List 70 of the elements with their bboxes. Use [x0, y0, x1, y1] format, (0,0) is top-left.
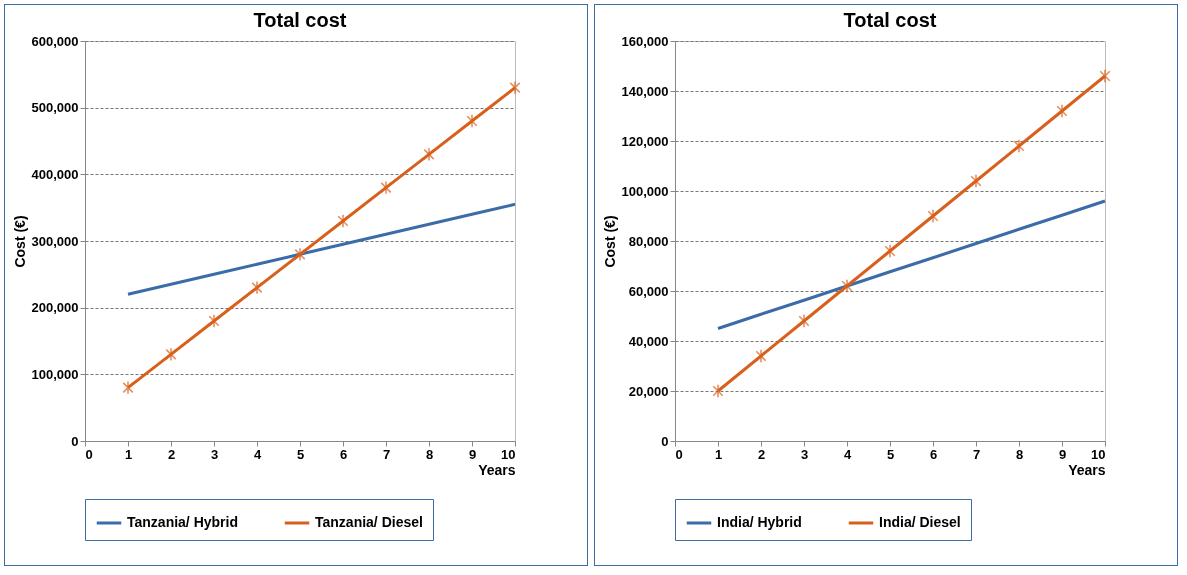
line-series	[126, 202, 517, 296]
x-tick-label: 0	[675, 446, 683, 462]
point	[927, 209, 939, 223]
x-axis-title: Years	[478, 461, 516, 478]
point	[798, 314, 810, 328]
chart-title: Total cost	[253, 9, 347, 31]
point	[423, 147, 435, 162]
y-tick-label: 140,000	[621, 83, 669, 99]
y-tick-label: 400,000	[31, 166, 79, 182]
x-tick-label: 8	[425, 446, 434, 462]
y-tick-label: 160,000	[621, 33, 669, 49]
y-axis-title: Cost (€)	[601, 215, 618, 268]
x-tick-label: 5	[886, 446, 895, 462]
x-tick-label: 7	[382, 446, 391, 462]
y-tick-label: 40,000	[628, 333, 669, 349]
y-tick-label: 300,000	[31, 233, 79, 249]
point	[380, 180, 392, 195]
y-tick-label: 20,000	[628, 383, 669, 399]
x-tick-label: 1	[124, 446, 133, 462]
y-tick-label: 100,000	[621, 183, 669, 199]
point	[122, 380, 134, 395]
point	[509, 80, 521, 95]
line-series	[716, 199, 1107, 330]
legend-label: Tanzania/ Hybrid	[127, 514, 238, 530]
point	[1099, 69, 1111, 83]
x-tick-label: 10	[1091, 446, 1106, 462]
point	[294, 247, 306, 262]
point	[337, 214, 349, 228]
legend-label: India/ Hybrid	[717, 514, 802, 530]
x-tick-label: 6	[929, 446, 938, 462]
point	[841, 279, 853, 293]
x-tick-label: 1	[714, 446, 723, 462]
x-tick-label: 2	[757, 446, 766, 462]
point	[466, 114, 478, 128]
y-axis-title: Cost (€)	[11, 215, 28, 268]
point	[884, 244, 896, 258]
y-tick-label: 60,000	[628, 283, 669, 299]
x-axis-title: Years	[1068, 461, 1106, 478]
x-tick-label: 5	[296, 446, 305, 462]
x-tick-label: 2	[167, 446, 176, 462]
chart-title: Total cost	[843, 9, 937, 31]
x-tick-label: 3	[210, 446, 219, 462]
x-tick-label: 8	[1015, 446, 1024, 462]
x-tick-label: 3	[800, 446, 809, 462]
y-tick-label: 600,000	[31, 33, 79, 49]
point	[755, 349, 767, 363]
x-tick-label: 7	[972, 446, 981, 462]
legend-label: India/ Diesel	[879, 514, 961, 530]
y-tick-label: 0	[71, 433, 79, 449]
x-tick-label: 10	[501, 446, 516, 462]
point	[208, 314, 220, 328]
y-tick-label: 100,000	[31, 366, 79, 382]
point	[1013, 139, 1025, 153]
x-tick-label: 0	[85, 446, 93, 462]
point	[1056, 104, 1068, 118]
point	[165, 347, 177, 362]
point	[712, 384, 724, 398]
legend-label: Tanzania/ Diesel	[315, 514, 423, 530]
x-tick-label: 4	[843, 446, 852, 462]
x-tick-label: 9	[468, 446, 477, 462]
y-tick-label: 80,000	[628, 233, 669, 249]
y-tick-label: 200,000	[31, 300, 79, 316]
x-tick-label: 9	[1058, 446, 1067, 462]
y-tick-label: 0	[661, 433, 669, 449]
x-tick-label: 4	[253, 446, 262, 462]
y-tick-label: 500,000	[31, 100, 79, 116]
point	[970, 174, 982, 188]
point	[251, 280, 263, 295]
x-tick-label: 6	[339, 446, 348, 462]
y-tick-label: 120,000	[621, 133, 669, 149]
